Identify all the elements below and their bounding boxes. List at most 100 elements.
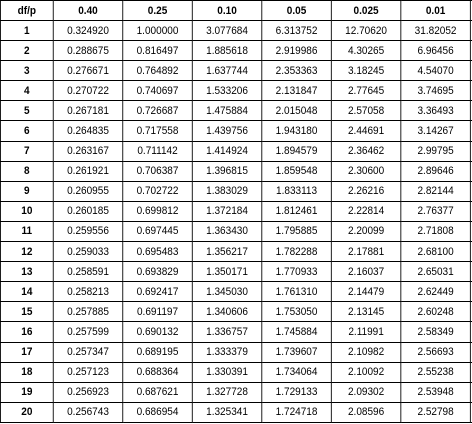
df-cell: 16	[0, 321, 54, 343]
critical-value-cell: 1.833113	[261, 180, 332, 202]
df-cell: 4	[0, 80, 54, 102]
critical-value-cell: 1.383029	[191, 180, 263, 202]
critical-value-cell: 2.65031	[400, 261, 471, 283]
critical-value-cell: 1.000000	[122, 19, 193, 42]
critical-value-cell: 2.77645	[330, 80, 402, 102]
critical-value-cell: 2.20099	[330, 220, 402, 243]
table-row: 6 0.264835 0.717558 1.439756 1.943180 2.44691…	[0, 120, 472, 142]
table-row: 9 0.260955 0.702722 1.383029 1.833113 2.26216…	[0, 180, 472, 202]
critical-value-cell: 2.55238	[400, 361, 471, 383]
critical-value-cell: 1.739607	[261, 341, 332, 363]
critical-value-cell: 1.885618	[191, 40, 263, 62]
table-row: 13 0.258591 0.693829 1.350171 1.770933 2.1603…	[0, 261, 472, 283]
critical-value-cell: 3.14267	[400, 120, 471, 142]
critical-value-cell: 2.99795	[400, 140, 471, 162]
critical-value-cell: 1.325341	[191, 401, 263, 424]
critical-value-cell: 2.36462	[330, 140, 402, 162]
critical-value-cell: 0.697445	[122, 220, 193, 243]
critical-value-cell: 2.353363	[261, 60, 332, 82]
critical-value-cell: 0.256743	[52, 401, 124, 424]
header-p-value: 0.10	[191, 0, 263, 21]
critical-value-cell: 1.753050	[261, 301, 332, 323]
critical-value-cell: 1.363430	[191, 220, 263, 243]
critical-value-cell: 0.686954	[122, 401, 193, 424]
critical-value-cell: 1.761310	[261, 281, 332, 303]
critical-value-cell: 0.717558	[122, 120, 193, 142]
critical-value-cell: 6.313752	[261, 19, 332, 42]
critical-value-cell: 0.288675	[52, 40, 124, 62]
critical-value-cell: 1.372184	[191, 200, 263, 222]
critical-value-cell: 0.726687	[122, 100, 193, 122]
critical-value-cell: 0.257599	[52, 321, 124, 343]
critical-value-cell: 3.74695	[400, 80, 471, 102]
table-row: 2 0.288675 0.816497 1.885618 2.919986 4.30265…	[0, 40, 472, 62]
df-cell: 5	[0, 100, 54, 122]
critical-value-cell: 0.702722	[122, 180, 193, 202]
critical-value-cell: 1.330391	[191, 361, 263, 383]
critical-value-cell: 2.09302	[330, 381, 402, 403]
df-cell: 13	[0, 261, 54, 283]
critical-value-cell: 1.770933	[261, 261, 332, 283]
critical-value-cell: 0.264835	[52, 120, 124, 142]
critical-value-cell: 12.70620	[330, 19, 402, 42]
critical-value-cell: 2.30600	[330, 160, 402, 182]
critical-value-cell: 0.689195	[122, 341, 193, 363]
critical-value-cell: 1.812461	[261, 200, 332, 222]
critical-value-cell: 1.475884	[191, 100, 263, 122]
critical-value-cell: 1.859548	[261, 160, 332, 182]
table-body: 1 0.324920 1.000000 3.077684 6.313752 12.7062…	[0, 19, 472, 424]
critical-value-cell: 2.22814	[330, 200, 402, 222]
table-row: 18 0.257123 0.688364 1.330391 1.734064 2.1009…	[0, 361, 472, 383]
df-cell: 6	[0, 120, 54, 142]
df-cell: 20	[0, 401, 54, 424]
critical-value-cell: 0.263167	[52, 140, 124, 162]
critical-value-cell: 0.259033	[52, 241, 124, 263]
critical-value-cell: 2.71808	[400, 220, 471, 243]
header-p-value: 0.40	[52, 0, 124, 21]
table-row: 15 0.257885 0.691197 1.340606 1.753050 2.1314…	[0, 301, 472, 323]
df-cell: 2	[0, 40, 54, 62]
critical-value-cell: 1.356217	[191, 241, 263, 263]
critical-value-cell: 1.350171	[191, 261, 263, 283]
critical-value-cell: 0.258213	[52, 281, 124, 303]
table-row: 1 0.324920 1.000000 3.077684 6.313752 12.7062…	[0, 19, 472, 42]
critical-value-cell: 2.13145	[330, 301, 402, 323]
critical-value-cell: 2.84534	[469, 401, 472, 424]
critical-value-cell: 1.894579	[261, 140, 332, 162]
critical-value-cell: 0.706387	[122, 160, 193, 182]
critical-value-cell: 2.10982	[330, 341, 402, 363]
critical-value-cell: 2.26216	[330, 180, 402, 202]
critical-value-cell: 2.015048	[261, 100, 332, 122]
critical-value-cell: 6.96456	[400, 40, 471, 62]
critical-value-cell: 2.08596	[330, 401, 402, 424]
table-row: 3 0.276671 0.764892 1.637744 2.353363 3.18245…	[0, 60, 472, 82]
table-row: 10 0.260185 0.699812 1.372184 1.812461 2.2281…	[0, 200, 472, 222]
critical-value-cell: 0.261921	[52, 160, 124, 182]
critical-value-cell: 31.82052	[400, 19, 471, 42]
critical-value-cell: 1.637744	[191, 60, 263, 82]
critical-value-cell: 2.68100	[400, 241, 471, 263]
df-cell: 1	[0, 19, 54, 42]
critical-value-cell: 1.439756	[191, 120, 263, 142]
critical-value-cell: 2.16037	[330, 261, 402, 283]
critical-value-cell: 1.745884	[261, 321, 332, 343]
header-p-value: 0.05	[261, 0, 332, 21]
critical-value-cell: 0.267181	[52, 100, 124, 122]
critical-value-cell: 2.52798	[400, 401, 471, 424]
critical-value-cell: 1.729133	[261, 381, 332, 403]
critical-value-cell: 2.14479	[330, 281, 402, 303]
critical-value-cell: 0.260185	[52, 200, 124, 222]
critical-value-cell: 2.76377	[400, 200, 471, 222]
table-row: 20 0.256743 0.686954 1.325341 1.724718 2.0859…	[0, 401, 472, 424]
df-cell: 3	[0, 60, 54, 82]
critical-value-cell: 0.711142	[122, 140, 193, 162]
critical-value-cell: 0.699812	[122, 200, 193, 222]
critical-value-cell: 1.333379	[191, 341, 263, 363]
critical-value-cell: 2.62449	[400, 281, 471, 303]
critical-value-cell: 2.60248	[400, 301, 471, 323]
header-p-value: 0.01	[400, 0, 471, 21]
header-df-p: df/p	[0, 0, 54, 21]
table-row: 7 0.263167 0.711142 1.414924 1.894579 2.36462…	[0, 140, 472, 162]
